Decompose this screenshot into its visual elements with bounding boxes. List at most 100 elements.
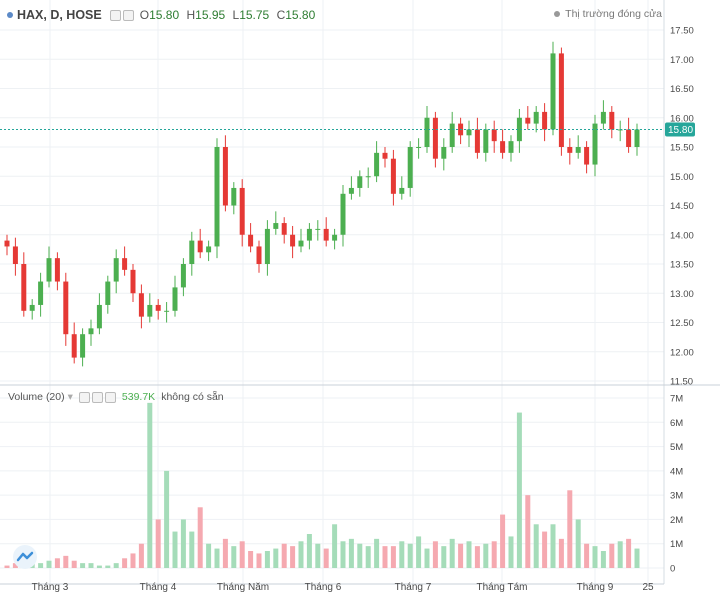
hide-icon[interactable] [109,9,121,21]
volume-bar [290,546,296,568]
volume-bar [390,546,396,568]
volume-bar [424,548,430,568]
candle-body [130,269,136,294]
candle-body [399,187,405,194]
symbol-title[interactable]: HAX, D, HOSE [17,8,102,22]
volume-bar [500,514,506,568]
candle-body [138,293,144,317]
volume-tick-label: 0 [670,564,675,575]
candle-body [508,141,514,153]
time-tick-label: Tháng 4 [140,582,177,593]
candle-body [365,176,371,178]
candle-body [407,147,413,188]
candle-body [542,111,548,130]
candle-body [147,304,153,317]
open-value: 15.80 [149,8,180,22]
hide-icon[interactable] [78,391,90,403]
volume-legend: Volume (20) ▾ 539.7K không có sẵn [8,391,224,403]
volume-bar [491,541,497,568]
candle-body [357,176,363,188]
candle-body [180,264,186,288]
volume-bar [172,531,178,568]
volume-bar [71,560,77,568]
volume-bar [54,558,60,568]
volume-bar [592,546,598,568]
candle-body [416,147,422,148]
volume-bar [533,524,539,568]
volume-bar [113,563,119,568]
volume-bar [609,543,615,568]
candle-body [273,223,279,229]
volume-bar [348,538,354,568]
chevron-down-icon[interactable]: ▾ [67,391,73,403]
volume-bar [466,541,472,568]
volume-bar [180,519,186,568]
candle-body [38,281,44,305]
candle-body [626,129,632,147]
volume-bar [542,531,548,568]
candle-body [248,234,254,247]
volume-bar [550,524,556,568]
candle-body [525,117,531,124]
candle-body [315,228,321,230]
last-price-label: 15.80 [668,125,693,136]
volume-tick-label: 2M [670,515,683,526]
volume-tick-label: 6M [670,418,683,429]
candle-body [122,258,128,270]
volume-bar [281,543,287,568]
settings-icon[interactable] [122,9,134,21]
volume-bar [46,560,52,568]
candle-body [348,187,354,194]
price-tick-label: 15.00 [670,172,694,183]
candle-body [491,129,497,142]
volume-bar [206,543,212,568]
volume-tick-label: 3M [670,491,683,502]
time-tick-label: Tháng 9 [577,582,614,593]
candle-body [281,223,287,235]
volume-bar [432,541,438,568]
price-tick-label: 14.50 [670,201,694,212]
candle-body [189,240,195,264]
volume-bar [105,565,111,568]
candle-body [206,246,212,253]
price-tick-label: 11.50 [670,377,693,388]
volume-bar [256,553,262,568]
time-tick-label: Tháng 7 [395,582,432,593]
time-axis-labels: Tháng 3 Tháng 4 Tháng Năm Tháng 6 Tháng 7 Thá… [32,582,654,593]
volume-bar [575,519,581,568]
grid-lines [0,0,664,584]
candle-body [483,129,489,153]
volume-bar [96,565,102,568]
volume-bar [374,538,380,568]
high-label: H [186,8,196,22]
candles [4,41,640,367]
candle-body [466,129,472,136]
candle-body [96,304,102,329]
price-axis-ticks: 11.50 12.00 12.50 13.00 13.50 14.00 14.50 15.00… [670,26,694,388]
close-label: C [276,8,286,22]
candle-body [172,287,178,311]
candle-body [441,147,447,159]
candle-body [88,328,94,335]
volume-tick-label: 1M [670,539,683,550]
candle-body [12,246,18,264]
candle-body [63,281,69,335]
volume-tick-label: 5M [670,442,683,453]
volume-bar [147,402,153,568]
close-icon[interactable] [104,391,116,403]
candle-body [105,281,111,305]
volume-bar [80,563,86,568]
settings-icon[interactable] [91,391,103,403]
volume-bar [248,551,254,568]
volume-bar [407,543,413,568]
volume-value: 539.7K [121,391,156,403]
logo [13,545,37,569]
candle-body [382,152,388,159]
collapse-icon[interactable] [5,10,15,20]
price-scale-background [664,0,720,614]
volume-bars [4,402,640,568]
volume-bar [525,495,531,568]
volume-label[interactable]: Volume (20) [8,391,65,403]
volume-tick-label: 4M [670,466,683,477]
